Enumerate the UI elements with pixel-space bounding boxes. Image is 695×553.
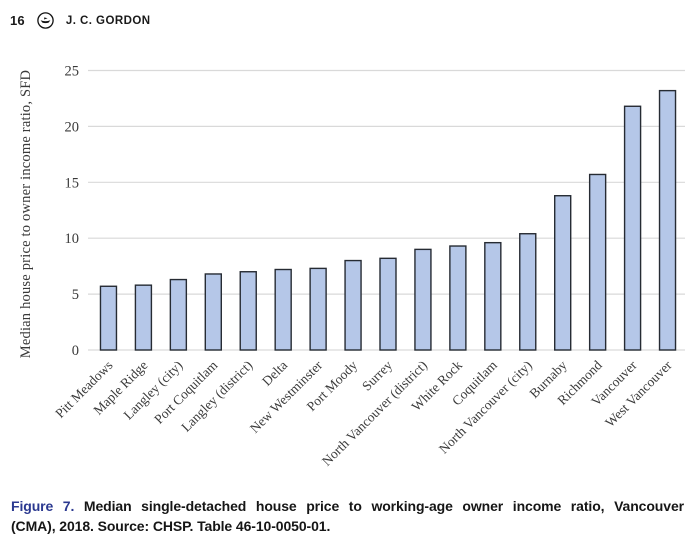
caption-line-1: Figure 7. Median single-detached house p… [11, 496, 684, 516]
y-tick-label: 25 [65, 64, 80, 80]
y-tick-label: 10 [65, 231, 80, 247]
y-tick-label: 20 [65, 119, 80, 135]
bar [169, 278, 188, 351]
bar [554, 195, 572, 351]
y-tick-label: 5 [72, 287, 79, 303]
y-tick-label: 15 [65, 175, 80, 191]
running-head-author: J. C. GORDON [65, 14, 151, 27]
page-header: 16 J. C. GORDON [10, 11, 151, 30]
bar [623, 105, 642, 351]
bar [274, 268, 292, 351]
journal-logo-icon [36, 11, 55, 30]
bar [379, 257, 397, 351]
bar [449, 245, 467, 351]
bar [134, 284, 153, 351]
bar [344, 259, 362, 351]
caption-line-2: (CMA), 2018. Source: CHSP. Table 46-10-0… [11, 518, 331, 534]
figure-chart: 0 5 10 15 20 25 Median house price to owner in… [18, 64, 685, 469]
page-number: 16 [10, 13, 25, 28]
bar [519, 233, 537, 351]
bar [204, 273, 222, 351]
x-tick-label: Delta [259, 358, 290, 389]
bar [99, 285, 118, 351]
bar [309, 267, 327, 351]
bar [414, 248, 432, 351]
figure-caption: Figure 7. Median single-detached house p… [11, 496, 684, 536]
caption-text-line1: Median single-detached house price to wo… [83, 498, 684, 514]
bar [658, 89, 677, 351]
bar [484, 241, 502, 351]
figure-label: Figure 7. [11, 498, 75, 514]
bar-chart-svg: 0 5 10 15 20 25 Median house price to owner in… [18, 64, 685, 469]
bar [239, 271, 257, 351]
bar [588, 173, 607, 351]
y-tick-label: 0 [72, 343, 79, 359]
y-axis-title: Median house price to owner income ratio… [18, 70, 34, 358]
